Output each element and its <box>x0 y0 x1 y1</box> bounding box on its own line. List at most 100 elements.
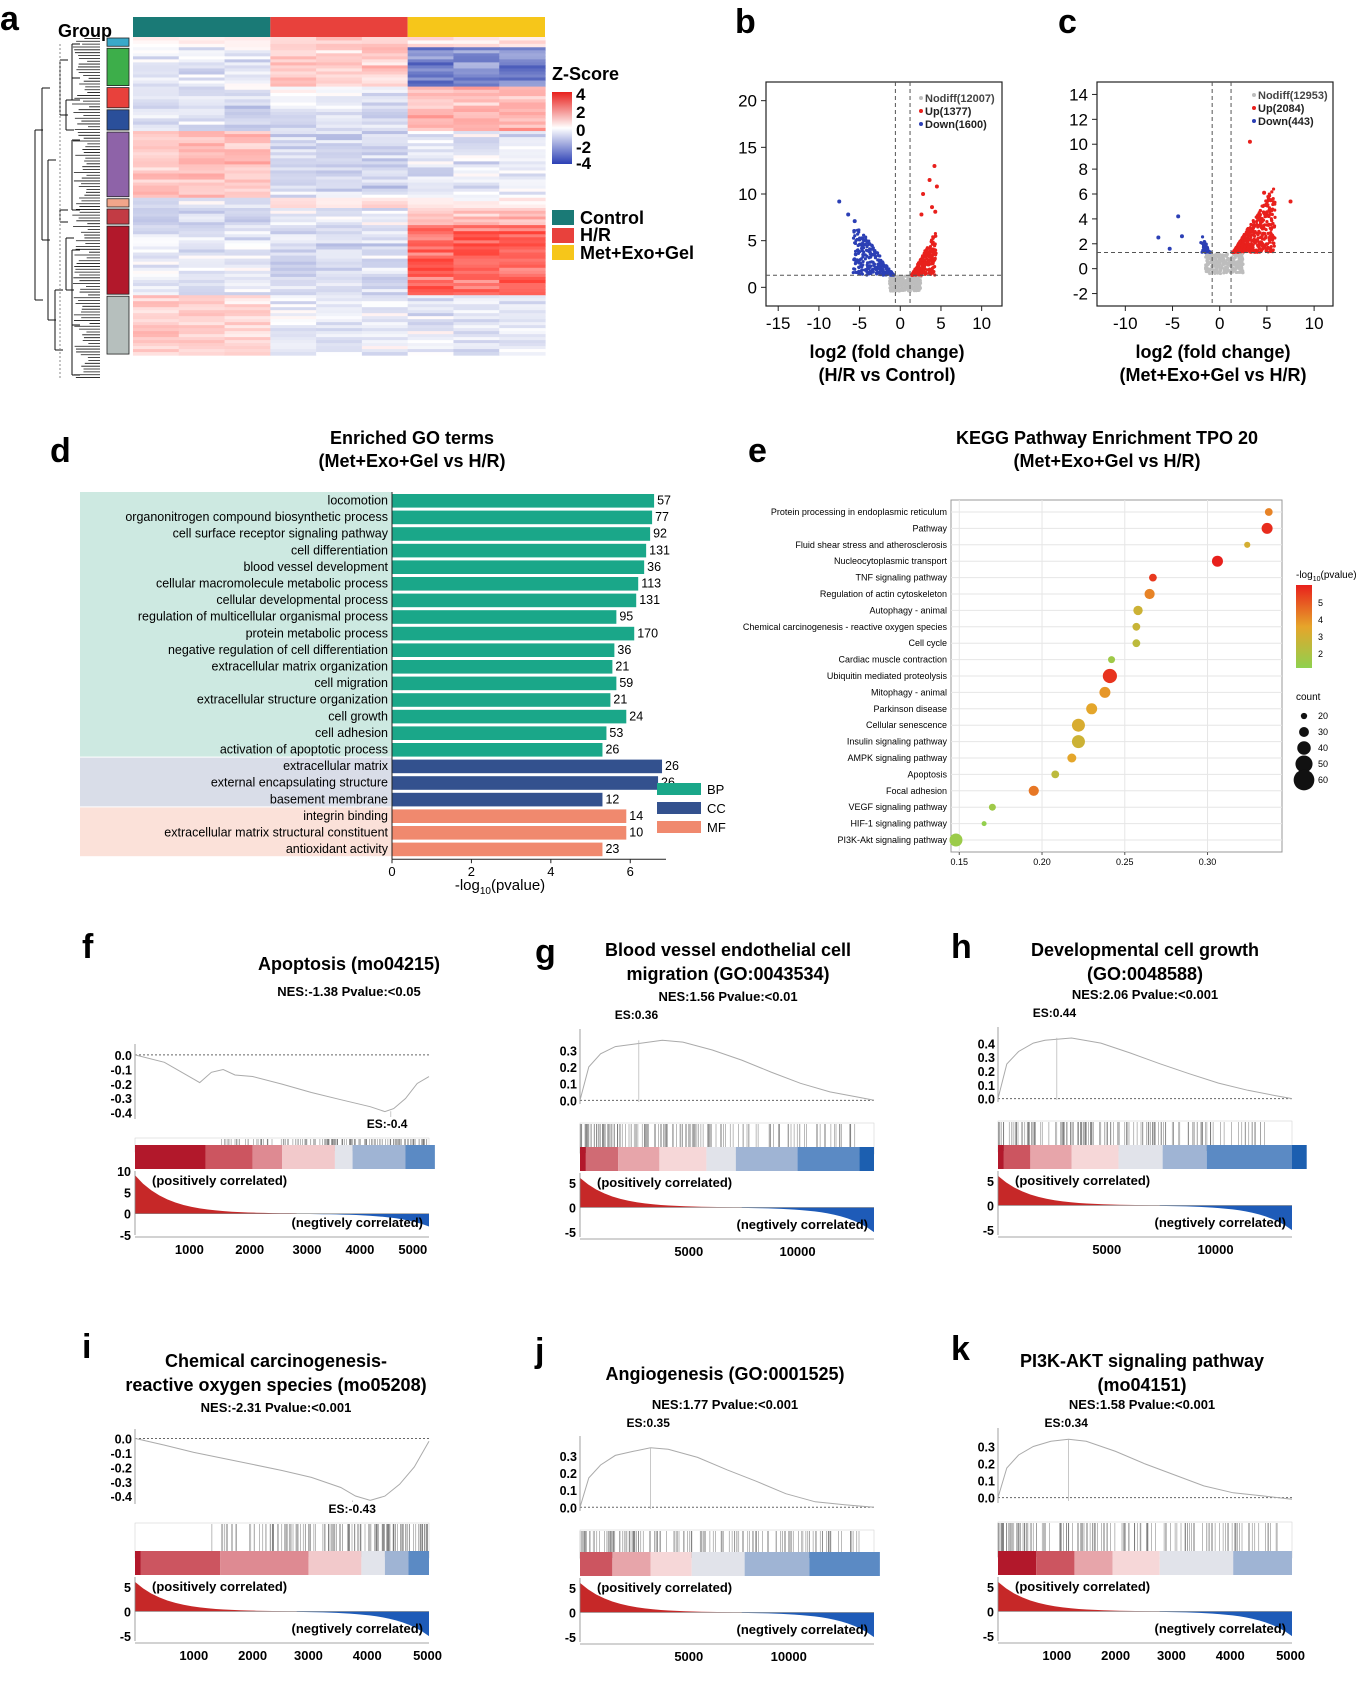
volcano-point-up <box>1245 240 1249 244</box>
heatmap-cell <box>224 191 271 196</box>
heatmap-cell <box>224 50 271 54</box>
heatmap-cell <box>133 270 180 275</box>
heatmap-cell <box>361 176 409 181</box>
heatmap-cell <box>224 127 271 132</box>
heatmap-cell <box>407 115 455 119</box>
heatmap-cell <box>499 40 546 45</box>
heatmap-cell <box>270 124 317 129</box>
heatmap-cell <box>453 204 500 209</box>
heatmap-cell <box>270 219 317 223</box>
gsea-pos-label: (positively correlated) <box>1015 1579 1150 1594</box>
heatmap-cell <box>133 149 180 153</box>
heatmap-cell <box>407 331 455 335</box>
panel-label-d: d <box>50 432 71 470</box>
heatmap-cell <box>224 325 271 329</box>
go-bar <box>392 759 663 774</box>
zscore-colorbar <box>552 92 572 164</box>
heatmap-cell <box>270 185 317 190</box>
volcano-point-down <box>877 258 881 262</box>
heatmap-cell <box>453 246 500 251</box>
heatmap-cell <box>133 83 180 88</box>
volcano-ytick-label: 12 <box>1069 110 1088 129</box>
heatmap-cell <box>224 115 271 119</box>
heatmap-cell <box>133 185 180 190</box>
heatmap-cell <box>407 301 455 305</box>
volcano-point-up <box>932 164 937 168</box>
heatmap-cell <box>270 118 317 123</box>
volcano-point-down <box>857 243 861 247</box>
heatmap-cell <box>270 279 317 284</box>
gsea-curve-ytick: -0.1 <box>110 1447 132 1461</box>
heatmap-cell <box>133 234 180 238</box>
volcano-point-nodiff <box>1231 261 1236 265</box>
heatmap-cell <box>224 298 271 302</box>
volcano-point-down <box>860 246 864 250</box>
heatmap-cell <box>499 155 546 159</box>
kegg-subtitle: (Met+Exo+Gel vs H/R) <box>1013 451 1200 471</box>
heatmap-cell <box>499 105 546 110</box>
volcano-point-down <box>846 212 851 217</box>
volcano-point-up <box>1257 246 1262 251</box>
heatmap-cell <box>361 201 409 206</box>
heatmap-cell <box>133 140 180 144</box>
gsea-stats: NES:-2.31 Pvalue:<0.001 <box>201 1400 352 1415</box>
heatmap-cell <box>407 279 455 284</box>
heatmap-cell <box>361 283 409 287</box>
heatmap-cell <box>178 77 226 82</box>
heatmap-cell <box>407 191 455 196</box>
heatmap-cell <box>224 83 271 88</box>
volcano-point-down <box>857 228 861 232</box>
heatmap-cell <box>499 68 546 73</box>
heatmap-cell <box>361 47 409 51</box>
heatmap-cell <box>178 328 226 332</box>
volcano-point-nodiff <box>1204 263 1209 267</box>
volcano-point-nodiff <box>1208 254 1212 259</box>
heatmap-cell <box>316 182 363 187</box>
heatmap-cell <box>270 143 317 147</box>
gsea-curve-ytick: 0.1 <box>560 1078 577 1092</box>
heatmap-cell <box>133 258 180 263</box>
heatmap-cell <box>270 47 317 51</box>
gsea-curve-ytick: 0.3 <box>978 1051 995 1065</box>
heatmap-cell <box>133 307 180 311</box>
volcano-point-up <box>930 205 935 210</box>
heatmap-cell <box>270 86 317 91</box>
heatmap-cell <box>316 194 363 199</box>
heatmap-cell <box>453 194 500 199</box>
gsea-xtick: 1000 <box>1042 1648 1071 1663</box>
heatmap-cell <box>316 118 363 123</box>
heatmap-cell <box>407 47 455 51</box>
heatmap-cell <box>453 301 500 305</box>
volcano-point-down <box>868 252 872 256</box>
gsea-ranking-band <box>744 1552 810 1576</box>
heatmap-cell <box>407 216 455 220</box>
go-bar <box>392 726 607 740</box>
heatmap-cell <box>407 307 455 311</box>
gsea-ranking-band <box>1003 1145 1031 1169</box>
volcano-point-up <box>1256 243 1260 247</box>
go-group-band <box>80 807 392 857</box>
heatmap-cell <box>316 134 363 138</box>
heatmap-cell <box>499 283 546 287</box>
heatmap-cell <box>133 111 180 116</box>
gsea-es-label: ES:0.35 <box>627 1416 671 1430</box>
heatmap-cell <box>361 62 409 67</box>
heatmap-cell <box>407 313 455 317</box>
heatmap-cell <box>499 270 546 275</box>
cluster-7 <box>106 225 130 295</box>
heatmap-cell <box>499 124 546 129</box>
heatmap-cell <box>499 279 546 284</box>
heatmap-cell <box>361 164 409 169</box>
heatmap-cell <box>270 255 317 260</box>
gsea-curve-ytick: 0.3 <box>560 1450 577 1464</box>
heatmap-cell <box>224 92 271 97</box>
gsea-ranking-band <box>140 1551 221 1575</box>
kegg-pathway-label: Focal adhesion <box>886 786 947 796</box>
heatmap-cell <box>270 319 317 323</box>
volcano-point-nodiff <box>906 289 911 293</box>
gsea-rank-ytick: -5 <box>120 1630 131 1644</box>
heatmap-cell <box>270 137 317 141</box>
gsea-rank-ytick: 5 <box>124 1581 131 1595</box>
heatmap-cell <box>407 182 455 187</box>
kegg-dot <box>1071 735 1085 749</box>
